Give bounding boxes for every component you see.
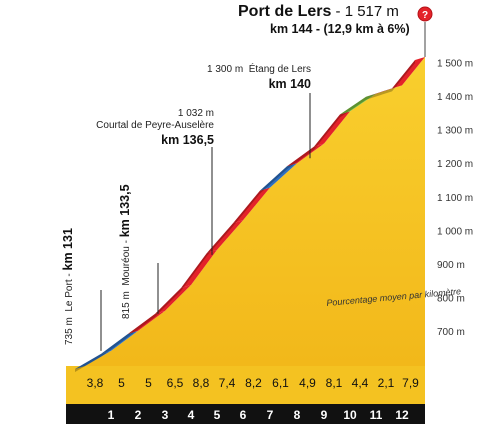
- x-tick-label: 3: [162, 408, 169, 422]
- ribbon-segment-9: [287, 143, 324, 167]
- annotation-leaders: [100, 93, 311, 351]
- y-tick-label: 800 m: [437, 293, 465, 304]
- annotation-moureou: 815 m Mouréou - km 133,5: [118, 184, 132, 319]
- annotation-etang: 1 300 m Étang de Lers km 140: [207, 64, 311, 92]
- x-tick-label: 4: [188, 408, 195, 422]
- ribbon-shadow-4: [155, 287, 181, 317]
- gradient-label: 4,9: [299, 376, 316, 390]
- gradient-ribbon: [75, 57, 425, 372]
- y-tick-label: 700 m: [437, 327, 465, 338]
- ribbon-shadow-13: [392, 60, 415, 92]
- annotation-courtal-km: km 136,5: [161, 133, 214, 147]
- ribbon-shadow-5: [181, 252, 207, 291]
- x-tick-label: 9: [321, 408, 328, 422]
- ribbon-segment-7: [233, 187, 270, 224]
- gradient-labels: 3,8 5 5 6,5 8,8 7,4 8,2 6,1 4,9 8,1 4,4 2,1 7,9: [87, 376, 420, 390]
- gradient-label: 8,1: [326, 376, 343, 390]
- ribbon-segment-5: [181, 249, 217, 288]
- x-tick-label: 10: [343, 408, 357, 422]
- x-axis: 1 2 3 4 5 6 7 8 9 10 11 12: [108, 408, 409, 422]
- ribbon-shadow-8: [260, 166, 287, 194]
- y-tick-label: 1 400 m: [437, 92, 473, 103]
- y-axis: 700 m 800 m 900 m 1 000 m 1 100 m 1 200 m 1 30…: [437, 59, 473, 338]
- gradient-label: 4,4: [352, 376, 369, 390]
- x-tick-label: 8: [294, 408, 301, 422]
- ribbon-segment-1: [75, 350, 111, 369]
- ribbon-segment-3: [128, 310, 165, 334]
- summit-name: Port de Lers: [238, 3, 332, 20]
- profile-area: [85, 57, 425, 366]
- gradient-label: 7,4: [219, 376, 236, 390]
- gradient-label: 8,8: [193, 376, 210, 390]
- x-tick-label: 1: [108, 408, 115, 422]
- ribbon-segment-11: [340, 93, 376, 115]
- summit-title: Port de Lers - 1 517 m: [238, 3, 399, 21]
- profile-fill: [85, 57, 425, 366]
- gradient-label: 2,1: [378, 376, 395, 390]
- ribbon-segment-8: [260, 163, 297, 191]
- pin-glyph: ?: [422, 10, 428, 21]
- gradient-label: 3,8: [87, 376, 104, 390]
- gradient-label: 6,1: [272, 376, 289, 390]
- ribbon-shadow-1: [75, 353, 101, 372]
- ribbon-segment-10: [314, 111, 350, 147]
- question-mark-pin-icon: ?: [417, 6, 433, 57]
- ribbon-shadow-7: [233, 190, 260, 227]
- ribbon-shadow-9: [287, 146, 314, 170]
- y-tick-label: 1 100 m: [437, 193, 473, 204]
- gradient-band: [66, 366, 425, 404]
- ribbon-segment-2: [101, 330, 138, 354]
- ribbon-shadow-2: [101, 333, 128, 357]
- annotation-courtal-alt: 1 032 m: [177, 108, 214, 119]
- km-band: [66, 404, 425, 424]
- ribbon-shadow-3: [128, 313, 155, 337]
- gradient-label: 6,5: [167, 376, 184, 390]
- x-tick-label: 7: [267, 408, 274, 422]
- ribbon-shadow-6: [207, 223, 233, 256]
- y-tick-label: 1 000 m: [437, 226, 473, 237]
- ribbon-segment-4: [155, 284, 191, 314]
- y-tick-label: 1 300 m: [437, 126, 473, 137]
- annotation-courtal: 1 032 m Courtal de Peyre-Auselère km 136…: [96, 108, 214, 148]
- x-tick-label: 12: [395, 408, 409, 422]
- annotation-etang-label: 1 300 m Étang de Lers: [207, 64, 311, 75]
- ribbon-segment-12: [366, 85, 402, 97]
- ribbon-segment-13: [392, 57, 425, 89]
- annotation-courtal-name: Courtal de Peyre-Auselère: [96, 120, 214, 131]
- pin-head: [417, 6, 433, 22]
- y-tick-label: 1 200 m: [437, 159, 473, 170]
- ribbon-shadow-10: [314, 114, 340, 150]
- x-tick-label: 2: [135, 408, 142, 422]
- x-tick-label: 11: [370, 408, 383, 422]
- ribbon-shadow-11: [340, 96, 366, 118]
- gradient-label: 8,2: [245, 376, 262, 390]
- y-tick-label: 1 500 m: [437, 59, 473, 70]
- annotation-etang-km: km 140: [268, 77, 311, 91]
- ribbon-segment-6: [207, 220, 243, 253]
- y-tick-label: 900 m: [437, 260, 465, 271]
- gradient-label: 7,9: [402, 376, 419, 390]
- x-tick-label: 5: [214, 408, 221, 422]
- summit-summary: km 144 - (12,9 km à 6%): [270, 22, 410, 36]
- profile-base: [66, 366, 425, 424]
- annotation-le-port: 735 m Le Port - km 131: [61, 228, 75, 345]
- gradient-label: 5: [118, 376, 125, 390]
- x-tick-label: 6: [240, 408, 247, 422]
- gradient-label: 5: [145, 376, 152, 390]
- summit-altitude: - 1 517 m: [335, 3, 399, 20]
- ribbon-shadow-12: [366, 88, 392, 100]
